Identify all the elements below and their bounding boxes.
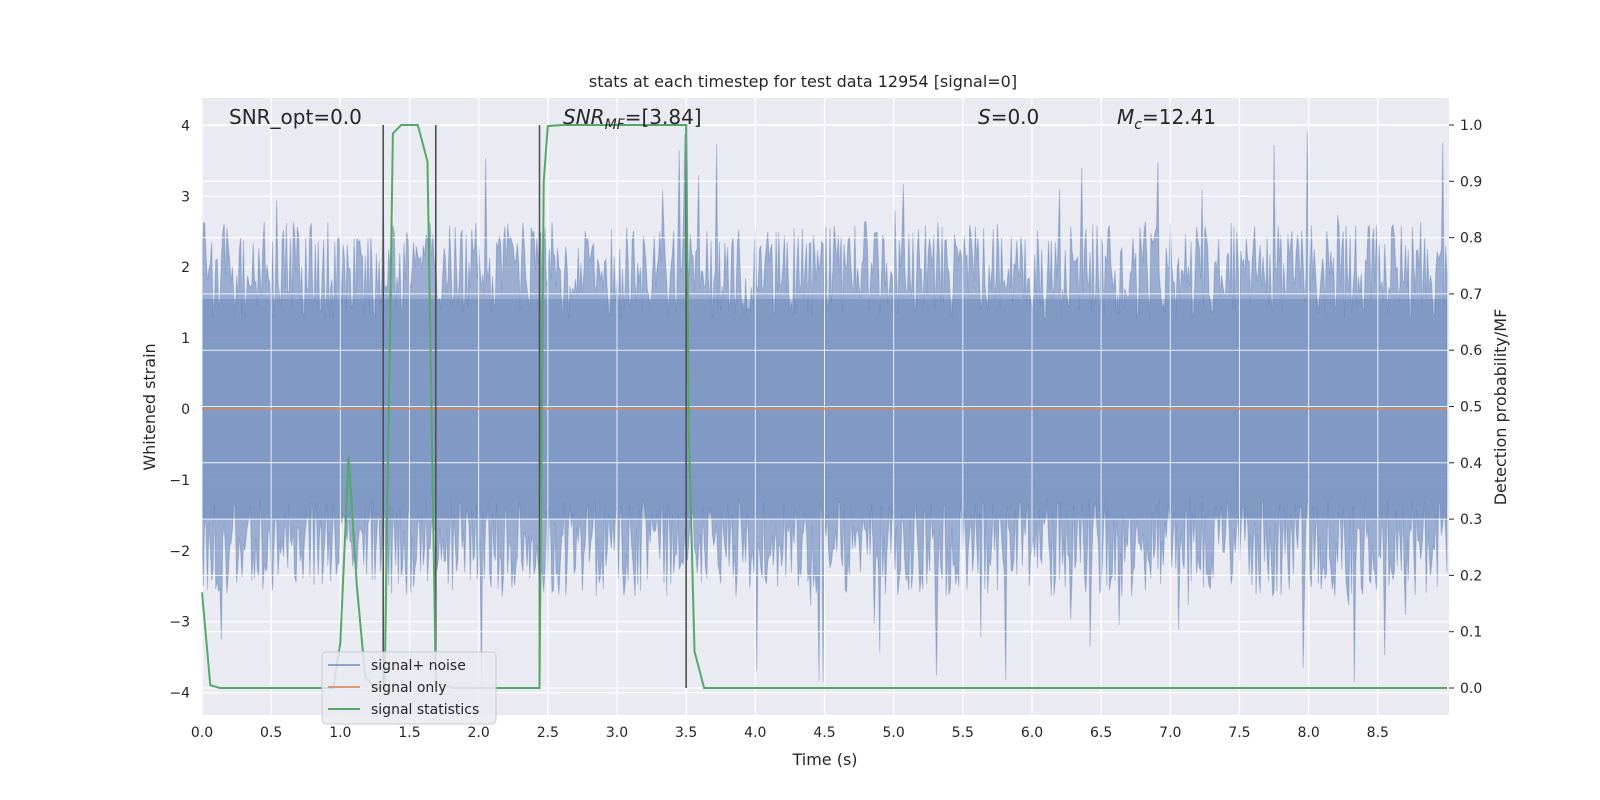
legend: signal+ noise signal only signal statist… xyxy=(321,651,497,725)
y2-axis-label: Detection probability/MF xyxy=(1491,309,1510,506)
y-tick-label: 4 xyxy=(181,118,190,134)
y2-tick-label: 0.2 xyxy=(1460,568,1482,584)
y2-tick-label: 0.7 xyxy=(1460,287,1482,303)
y-tick-label: 0 xyxy=(181,402,190,418)
x-tick-label: 3.5 xyxy=(675,725,697,741)
y-axis-label: Whitened strain xyxy=(140,343,159,470)
x-tick-label: 0.0 xyxy=(191,725,213,741)
y-tick-label: −3 xyxy=(169,615,190,631)
legend-label-statistics: signal statistics xyxy=(371,702,479,718)
y2-tick-label: 0.8 xyxy=(1460,231,1482,247)
x-tick-label: 1.0 xyxy=(329,725,351,741)
legend-label-signal-only: signal only xyxy=(371,680,446,696)
legend-label-noise: signal+ noise xyxy=(371,658,466,674)
y-tick-label: 3 xyxy=(181,189,190,205)
x-tick-label: 4.0 xyxy=(744,725,766,741)
x-tick-label: 5.5 xyxy=(952,725,974,741)
y2-tick-label: 0.3 xyxy=(1460,512,1482,528)
annotation-snr-opt: SNR_opt=0.0 xyxy=(229,105,362,129)
x-axis: 0.0 0.5 1.0 1.5 2.0 2.5 3.0 3.5 4.0 4.5 5.0 5.5 6.0 6… xyxy=(191,725,1389,741)
series-signal-statistics xyxy=(201,124,1447,689)
annotation-mc: Mc=12.41 xyxy=(1117,105,1216,133)
x-tick-label: 7.0 xyxy=(1159,725,1181,741)
x-tick-label: 5.0 xyxy=(883,725,905,741)
x-tick-label: 2.0 xyxy=(468,725,490,741)
annotation-snr-mf: SNRMF=[3.84] xyxy=(563,105,702,133)
y2-tick-label: 0.0 xyxy=(1460,681,1482,697)
y2-tick-label: 0.5 xyxy=(1460,400,1482,416)
y2-tick-label: 0.4 xyxy=(1460,456,1482,472)
y-tick-label: −4 xyxy=(169,686,190,702)
y2-tick-label: 0.1 xyxy=(1460,625,1482,641)
x-tick-label: 8.5 xyxy=(1367,725,1389,741)
y2-tick-label: 0.9 xyxy=(1460,174,1482,190)
x-tick-label: 1.5 xyxy=(398,725,420,741)
x-tick-label: 6.0 xyxy=(1021,725,1043,741)
y2-tick-label: 0.6 xyxy=(1460,343,1482,359)
x-tick-label: 7.5 xyxy=(1228,725,1250,741)
y-tick-label: −2 xyxy=(169,544,190,560)
annotation-s: S=0.0 xyxy=(978,105,1039,129)
legend-box xyxy=(321,651,497,725)
y-tick-label: 2 xyxy=(181,260,190,276)
x-tick-label: 2.5 xyxy=(537,725,559,741)
x-tick-label: 8.0 xyxy=(1298,725,1320,741)
y2-tick-label: 1.0 xyxy=(1460,118,1482,134)
chart-title: stats at each timestep for test data 129… xyxy=(589,72,1017,91)
y-tick-label: −1 xyxy=(169,473,190,489)
y-axis-right: 1.0 0.9 0.8 0.7 0.6 0.5 0.4 0.3 0.2 0.1 0.0 xyxy=(1449,118,1482,697)
x-tick-label: 0.5 xyxy=(260,725,282,741)
x-tick-label: 3.0 xyxy=(606,725,628,741)
x-tick-label: 6.5 xyxy=(1090,725,1112,741)
y-tick-label: 1 xyxy=(181,331,190,347)
y-axis-left: 4 3 2 1 0 −1 −2 −3 −4 xyxy=(169,118,190,701)
x-tick-label: 4.5 xyxy=(813,725,835,741)
x-axis-label: Time (s) xyxy=(791,750,857,769)
